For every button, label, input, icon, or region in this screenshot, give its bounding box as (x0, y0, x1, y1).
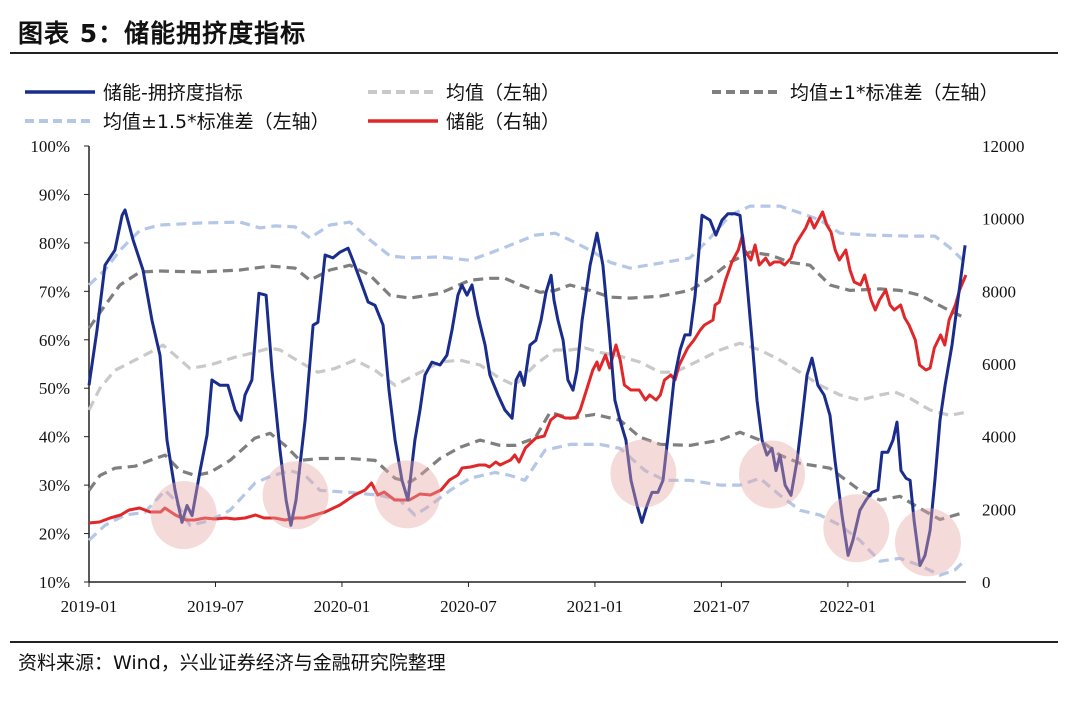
y-left-tick-label: 90% (39, 185, 70, 204)
y-right-tick-label: 2000 (982, 500, 1016, 519)
y-right-tick-label: 10000 (982, 210, 1025, 229)
y-right-tick-label: 6000 (982, 355, 1016, 374)
y-left-tick-label: 60% (39, 331, 70, 350)
y-left-tick-label: 50% (39, 379, 70, 398)
y-left-tick-label: 30% (39, 476, 70, 495)
series-line-sd15 (87, 442, 967, 577)
highlight-circle (823, 494, 890, 563)
series-line-price (88, 210, 968, 525)
highlight-circle (738, 440, 805, 509)
highlight-circle (894, 508, 961, 577)
legend-label-price: 储能（右轴） (446, 111, 560, 133)
x-tick-label: 2020-07 (440, 597, 497, 616)
source-note: 资料来源：Wind，兴业证券经济与金融研究院整理 (18, 652, 446, 674)
x-tick-label: 2021-01 (567, 597, 624, 616)
highlight-circle (150, 481, 217, 550)
x-tick-label: 2021-07 (693, 597, 750, 616)
footer-divider (10, 641, 1058, 643)
chart-title: 图表 5：储能拥挤度指标 (18, 19, 307, 48)
series-line-sd15 (87, 204, 967, 287)
x-tick-label: 2022-01 (820, 597, 877, 616)
series-lines (87, 204, 968, 577)
x-tick-label: 2019-01 (61, 597, 118, 616)
legend-label-sd1: 均值±1*标准差（左轴） (790, 82, 999, 104)
y-left-tick-label: 100% (30, 137, 70, 156)
legend-label-sd15: 均值±1.5*标准差（左轴） (103, 111, 330, 133)
highlight-circle (374, 460, 441, 529)
y-right-tick-label: 12000 (982, 137, 1025, 156)
y-right-tick-label: 8000 (982, 282, 1016, 301)
title-divider (10, 52, 1058, 54)
x-tick-label: 2020-01 (314, 597, 371, 616)
series-line-sd1 (87, 410, 966, 522)
y-right-tick-label: 4000 (982, 428, 1016, 447)
legend-label-index: 储能-拥挤度指标 (103, 82, 243, 104)
highlight-circle (610, 439, 677, 508)
legend-label-mean: 均值（左轴） (446, 82, 560, 104)
y-left-tick-label: 80% (39, 234, 70, 253)
y-right-tick-label: 0 (982, 573, 991, 592)
y-left-tick-label: 10% (39, 573, 70, 592)
y-left-tick-label: 70% (39, 282, 70, 301)
y-left-tick-label: 40% (39, 428, 70, 447)
y-left-tick-label: 20% (39, 525, 70, 544)
highlight-circle (262, 461, 329, 530)
axes: 10% 20% 30% 40% 50% 60% 70% 80% 90% 100% 0 2000 4000… (30, 137, 1024, 616)
x-tick-label: 2019-07 (187, 597, 244, 616)
legend: 储能-拥挤度指标 均值（左轴） 均值±1*标准差（左轴） 均值±1.5*标准差（… (25, 82, 999, 133)
series-line-mean (87, 341, 966, 417)
highlight-circles (150, 439, 961, 577)
series-line-sd1 (87, 250, 966, 330)
series-line-index (87, 208, 967, 567)
